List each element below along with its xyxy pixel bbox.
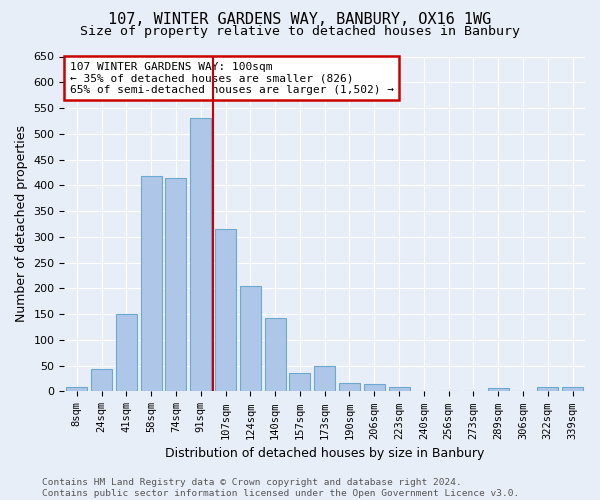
Bar <box>364 384 385 392</box>
Text: 107, WINTER GARDENS WAY, BANBURY, OX16 1WG: 107, WINTER GARDENS WAY, BANBURY, OX16 1… <box>109 12 491 28</box>
Bar <box>91 369 112 392</box>
Bar <box>537 388 559 392</box>
Bar <box>265 318 286 392</box>
Bar <box>562 388 583 392</box>
Bar <box>140 176 162 392</box>
Bar <box>339 383 360 392</box>
Bar <box>488 388 509 392</box>
Bar <box>389 388 410 392</box>
Bar <box>215 229 236 392</box>
Bar <box>289 374 310 392</box>
Bar <box>240 286 261 392</box>
Text: Size of property relative to detached houses in Banbury: Size of property relative to detached ho… <box>80 25 520 38</box>
Y-axis label: Number of detached properties: Number of detached properties <box>15 126 28 322</box>
Bar <box>314 366 335 392</box>
Bar <box>166 178 187 392</box>
Bar <box>116 314 137 392</box>
Text: Contains HM Land Registry data © Crown copyright and database right 2024.
Contai: Contains HM Land Registry data © Crown c… <box>42 478 519 498</box>
Text: 107 WINTER GARDENS WAY: 100sqm
← 35% of detached houses are smaller (826)
65% of: 107 WINTER GARDENS WAY: 100sqm ← 35% of … <box>70 62 394 94</box>
Bar <box>190 118 211 392</box>
Bar <box>66 388 88 392</box>
X-axis label: Distribution of detached houses by size in Banbury: Distribution of detached houses by size … <box>165 447 484 460</box>
